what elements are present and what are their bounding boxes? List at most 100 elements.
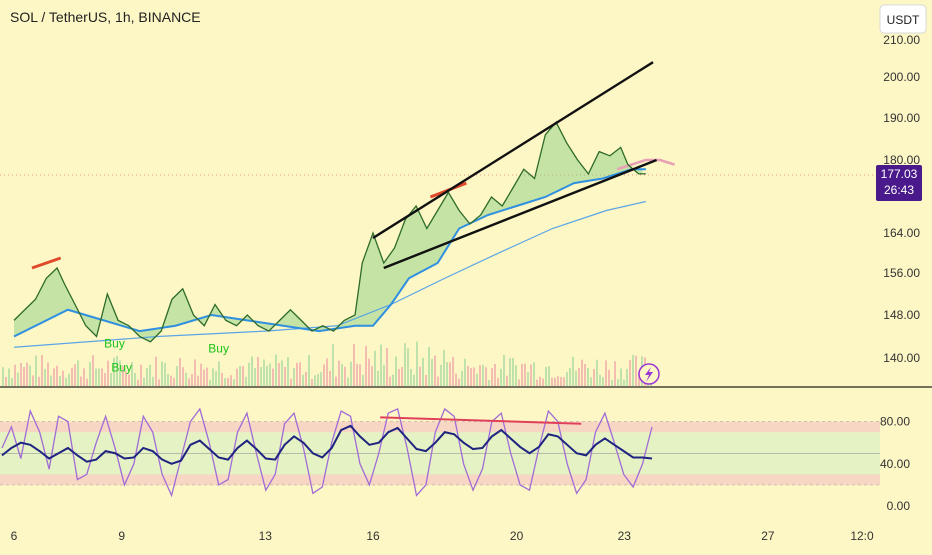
volume-bar [305,371,307,386]
rsi-divergence-line [380,416,582,425]
volume-bar [446,362,448,386]
red-trend-segment [31,256,62,270]
volume-bar [359,364,361,386]
volume-bar [95,368,97,386]
volume-bar [26,362,28,386]
volume-bar [467,365,469,386]
chart-title: SOL / TetherUS, 1h, BINANCE [10,9,201,25]
volume-bar [332,344,334,386]
rsi-k-line [1,407,653,498]
volume-bar [146,368,148,386]
volume-bar [173,377,175,386]
volume-bar [491,368,493,386]
volume-bar [458,378,460,386]
volume-bar [140,364,142,386]
channel-upper-line[interactable] [372,61,654,240]
lightning-icon[interactable] [638,363,660,385]
volume-bar [545,367,547,386]
rsi-band [0,421,880,433]
currency-button[interactable]: USDT [879,4,927,34]
volume-bar [443,349,445,386]
volume-bar [215,371,217,386]
volume-bar [365,345,367,386]
volume-bar [239,365,241,386]
volume-bar [584,364,586,386]
volume-bar [5,376,7,386]
volume-bar [440,364,442,386]
volume-bar [587,368,589,386]
volume-bar [455,373,457,386]
volume-bar [317,373,319,386]
volume-bar [350,361,352,386]
volume-bar [227,377,229,386]
volume-bar [182,367,184,386]
volume-bar [125,371,127,386]
volume-bar [581,359,583,386]
volume-bar [176,366,178,386]
volume-bar [410,368,412,386]
channel-lower-line[interactable] [383,158,658,270]
volume-bar [206,367,208,386]
volume-bar [362,374,364,386]
volume-bar [593,369,595,386]
volume-bar [566,371,568,386]
volume-bar [290,378,292,386]
volume-bar [461,370,463,386]
volume-bar [323,364,325,386]
volume-bar [131,362,133,386]
volume-bar [578,367,580,386]
volume-bar [203,369,205,386]
volume-bar [533,362,535,386]
time-axis-tick-label: 12:0 [850,529,874,543]
volume-bar [470,367,472,386]
volume-bar [191,374,193,386]
volume-bar [296,362,298,386]
volume-bar [536,379,538,386]
volume-bar [110,372,112,386]
volume-bar [32,375,34,386]
volume-bar [164,362,166,386]
volume-bar [497,377,499,386]
volume-bar [512,357,514,386]
volume-bar [23,367,25,386]
volume-bar [224,377,226,386]
currency-label[interactable]: USDT [887,13,920,27]
time-axis-tick-label: 13 [259,529,273,543]
volume-bar [371,366,373,386]
volume-bar [521,363,523,386]
rsi-axis-tick-label: 80.00 [880,415,910,429]
volume-bar [557,376,559,386]
volume-bar [74,364,76,386]
rsi-pane[interactable] [0,407,880,498]
volume-bar [437,376,439,386]
volume-bar [500,368,502,386]
volume-bar [602,377,604,386]
volume-bar [14,364,16,386]
volume-bar [287,357,289,386]
rsi-d-line [1,424,653,465]
volume-bar [167,374,169,386]
volume-bar [524,363,526,386]
volume-bar [611,379,613,386]
volume-bar [80,376,82,386]
volume-bar [329,371,331,386]
volume-bar [632,354,634,386]
volume-bar [65,377,67,386]
volume-bar [242,366,244,386]
volume-bar [560,377,562,386]
volume-bar [353,343,355,386]
volume-bar [416,341,418,386]
volume-bar [380,344,382,386]
volume-bar [302,374,304,386]
volume-bar [338,360,340,386]
volume-bar [254,368,256,386]
kijun-line [13,168,646,338]
buy-annotation: Buy [111,360,132,374]
volume-bar [326,358,328,386]
volume-bar [452,356,454,386]
time-axis-tick-label: 23 [618,529,632,543]
main-price-pane[interactable]: Buy Buy Buy [0,61,880,386]
time-axis-tick-label: 9 [118,529,125,543]
volume-bar [8,368,10,386]
